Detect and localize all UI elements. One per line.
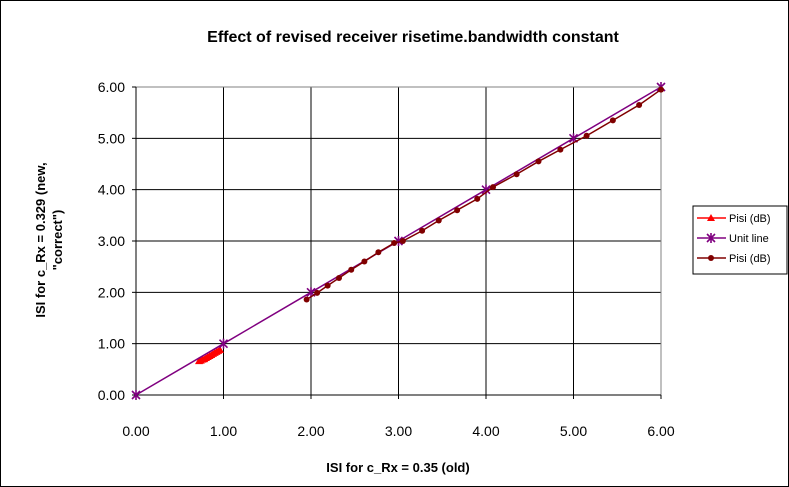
x-tick-label: 5.00 [560, 423, 587, 439]
x-tick-label: 2.00 [297, 423, 324, 439]
legend-label: Unit line [729, 233, 769, 245]
series-layer [131, 82, 666, 400]
y-axis-title-line-2: "correct") [50, 210, 65, 271]
legend: Pisi (dB) Unit line Pisi (dB) [692, 205, 788, 275]
data-point [218, 338, 229, 349]
chart-title: Effect of revised receiver risetime.band… [207, 29, 619, 46]
x-tick-label: 1.00 [210, 423, 237, 439]
data-point [609, 117, 616, 124]
data-point [435, 217, 442, 224]
y-tick-label: 4.00 [98, 182, 125, 198]
y-axis-title: ISI for c_Rx = 0.329 (new, "correct") [33, 162, 65, 317]
data-point [375, 249, 382, 256]
data-point [454, 207, 461, 214]
legend-label: Pisi (dB) [729, 253, 771, 265]
x-axis-title: ISI for c_Rx = 0.35 (old) [326, 460, 469, 475]
y-tick-label: 3.00 [98, 233, 125, 249]
data-point [583, 132, 590, 139]
legend-marker [707, 214, 715, 221]
legend-marker [706, 233, 716, 243]
x-tick-label: 4.00 [472, 423, 499, 439]
data-point [348, 266, 355, 273]
legend-label: Pisi (dB) [729, 213, 771, 225]
x-tick-label: 3.00 [385, 423, 412, 439]
y-tick-label: 1.00 [98, 336, 125, 352]
y-tick-label: 6.00 [98, 79, 125, 95]
data-point [513, 171, 520, 178]
data-point [336, 274, 342, 281]
data-point [391, 240, 398, 247]
data-point [658, 86, 664, 93]
data-point [324, 282, 331, 289]
data-point [636, 101, 643, 108]
series-1 [195, 345, 224, 365]
data-point [216, 345, 224, 353]
legend-items: Pisi (dB) Unit line Pisi (dB) [697, 213, 771, 265]
data-point [474, 195, 481, 202]
data-point [399, 238, 406, 244]
x-tick-label: 0.00 [122, 423, 149, 439]
y-axis-title-line-1: ISI for c_Rx = 0.329 (new, [33, 162, 48, 317]
data-point [303, 296, 310, 303]
legend-marker [708, 255, 714, 261]
data-point [131, 390, 141, 400]
data-point [314, 289, 321, 296]
data-point [535, 158, 542, 165]
data-point [557, 146, 564, 153]
series-3 [303, 86, 664, 303]
data-point [490, 184, 496, 191]
x-tick-label: 6.00 [647, 423, 674, 439]
data-point [419, 227, 426, 234]
y-tick-label: 5.00 [98, 130, 125, 146]
data-point [361, 258, 368, 265]
y-tick-label: 0.00 [98, 387, 125, 403]
y-tick-label: 2.00 [98, 284, 125, 300]
